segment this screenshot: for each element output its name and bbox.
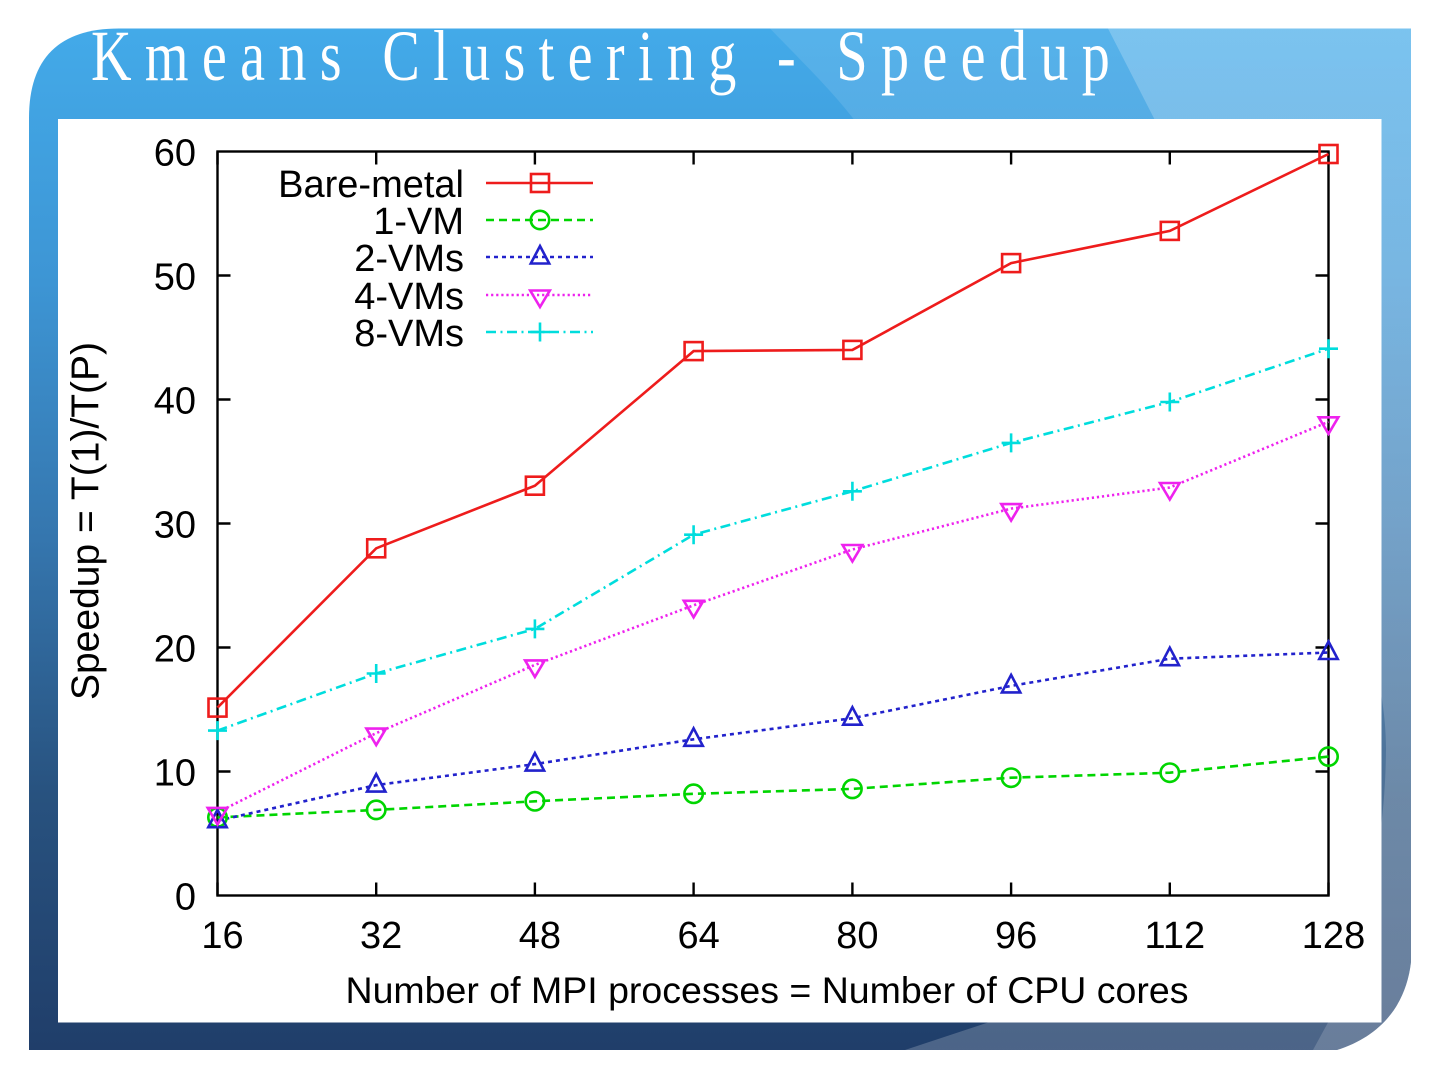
svg-text:128: 128 <box>1302 915 1365 957</box>
svg-text:40: 40 <box>154 381 196 423</box>
svg-text:20: 20 <box>154 629 196 671</box>
svg-text:Kmeans Clustering - Speedup: Kmeans Clustering - Speedup <box>91 15 1123 95</box>
svg-text:Speedup = T(1)/T(P): Speedup = T(1)/T(P) <box>65 342 108 700</box>
svg-text:16: 16 <box>201 915 243 957</box>
svg-text:0: 0 <box>175 877 196 919</box>
svg-text:4-VMs: 4-VMs <box>354 276 464 318</box>
svg-text:48: 48 <box>519 915 561 957</box>
svg-text:64: 64 <box>677 915 719 957</box>
svg-text:50: 50 <box>154 257 196 299</box>
svg-text:96: 96 <box>995 915 1037 957</box>
svg-text:2-VMs: 2-VMs <box>354 238 464 280</box>
svg-text:112: 112 <box>1145 915 1206 957</box>
svg-text:30: 30 <box>154 505 196 547</box>
svg-text:8-VMs: 8-VMs <box>354 313 464 355</box>
svg-text:Number of MPI processes = Numb: Number of MPI processes = Number of CPU … <box>346 969 1189 1011</box>
svg-text:Bare-metal: Bare-metal <box>278 164 464 206</box>
svg-text:1-VM: 1-VM <box>373 201 464 243</box>
svg-text:80: 80 <box>836 915 878 957</box>
svg-text:10: 10 <box>154 753 196 795</box>
svg-text:60: 60 <box>154 133 196 175</box>
svg-text:32: 32 <box>360 915 402 957</box>
